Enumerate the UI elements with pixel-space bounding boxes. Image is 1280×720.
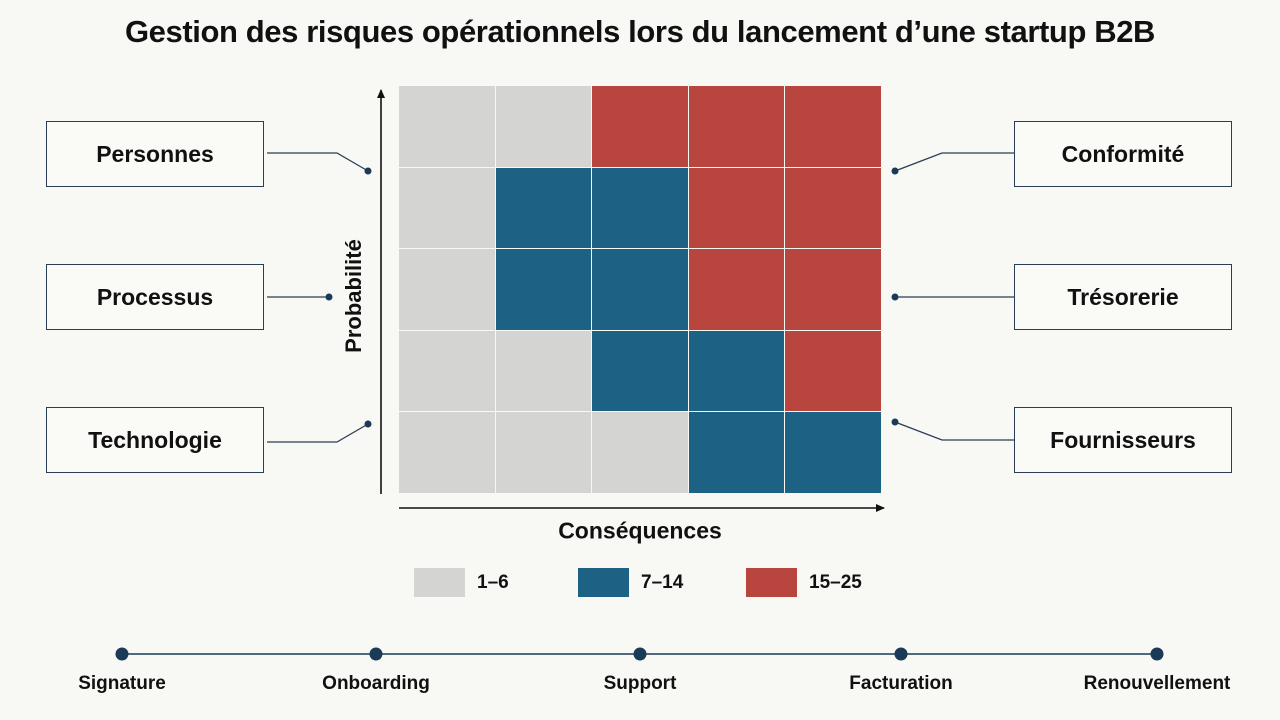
timeline-dot-facturation [894, 647, 908, 661]
connector-technologie [267, 423, 369, 443]
connector-personnes [267, 152, 369, 172]
matrix-cell-r2-c5-high [785, 167, 881, 249]
matrix-cell-r2-c1-low [399, 167, 495, 249]
connector-dot-technologie [364, 420, 372, 428]
legend-item-low: 1–6 [414, 568, 509, 597]
matrix-cell-r3-c1-low [399, 249, 495, 330]
timeline-dot-onboarding [369, 647, 383, 661]
connector-conformite [894, 152, 1014, 172]
category-box-personnes: Personnes [46, 121, 264, 187]
x-axis-label: Conséquences [558, 517, 722, 544]
timeline-label-facturation: Facturation [849, 673, 953, 694]
connector-dot-tresorerie [891, 293, 899, 301]
timeline-dot-signature [115, 647, 129, 661]
matrix-cell-r5-c3-low [592, 412, 688, 493]
category-box-tresorerie: Trésorerie [1014, 264, 1232, 330]
legend-item-high: 15–25 [746, 568, 862, 597]
category-label-technologie: Technologie [88, 426, 222, 453]
matrix-cell-r4-c4-medium [688, 330, 785, 412]
category-box-fournisseurs: Fournisseurs [1014, 407, 1232, 473]
matrix-cell-r3-c2-medium [495, 249, 592, 330]
timeline-label-renouvellement: Renouvellement [1083, 673, 1231, 694]
matrix-cell-r2-c3-medium [592, 167, 688, 249]
category-label-personnes: Personnes [96, 140, 214, 167]
legend-label-high: 15–25 [809, 571, 862, 593]
page-title: Gestion des risques opérationnels lors d… [124, 14, 1156, 49]
y-axis-label: Probabilité [341, 239, 366, 353]
matrix-cell-r2-c2-medium [495, 167, 592, 249]
category-box-conformite: Conformité [1014, 121, 1232, 187]
matrix-cell-r4-c5-high [785, 330, 881, 412]
category-label-fournisseurs: Fournisseurs [1050, 426, 1196, 453]
matrix-cell-r4-c1-low [399, 330, 495, 412]
risk-matrix [399, 86, 881, 493]
matrix-cell-r2-c4-high [688, 167, 785, 249]
category-box-technologie: Technologie [46, 407, 264, 473]
category-label-processus: Processus [96, 283, 214, 310]
matrix-cell-r1-c3-high [592, 86, 688, 167]
timeline-dots [115, 647, 1164, 661]
matrix-cell-r5-c4-medium [688, 412, 785, 493]
timeline-label-onboarding: Onboarding [322, 673, 430, 694]
timeline-dot-renouvellement [1150, 647, 1164, 661]
legend-swatch-low [414, 568, 465, 597]
matrix-cell-r1-c1-low [399, 86, 495, 167]
connector-dot-processus [325, 293, 333, 301]
connector-fournisseurs [894, 421, 1014, 441]
matrix-cell-r1-c2-low [495, 86, 592, 167]
timeline-label-signature: Signature [78, 673, 166, 694]
matrix-cell-r4-c2-low [495, 330, 592, 412]
matrix-cell-r5-c1-low [399, 412, 495, 493]
matrix-cell-r3-c4-high [688, 249, 785, 330]
timeline-label-support: Support [603, 673, 677, 694]
legend-swatch-medium [578, 568, 629, 597]
matrix-cell-r4-c3-medium [592, 330, 688, 412]
connector-dot-conformite [891, 167, 899, 175]
connector-dot-fournisseurs [891, 418, 899, 426]
matrix-cell-r3-c5-high [785, 249, 881, 330]
category-box-processus: Processus [46, 264, 264, 330]
legend-swatch-high [746, 568, 797, 597]
matrix-cell-r1-c4-high [688, 86, 785, 167]
category-label-tresorerie: Trésorerie [1067, 283, 1179, 310]
matrix-cell-r5-c5-medium [785, 412, 881, 493]
matrix-cell-r5-c2-low [495, 412, 592, 493]
matrix-cell-r3-c3-medium [592, 249, 688, 330]
matrix-cell-r1-c5-high [785, 86, 881, 167]
connector-dot-personnes [364, 167, 372, 175]
category-label-conformite: Conformité [1061, 140, 1185, 167]
legend-label-medium: 7–14 [641, 571, 684, 593]
timeline-dot-support [633, 647, 647, 661]
legend-item-medium: 7–14 [578, 568, 683, 597]
legend-label-low: 1–6 [477, 571, 509, 593]
